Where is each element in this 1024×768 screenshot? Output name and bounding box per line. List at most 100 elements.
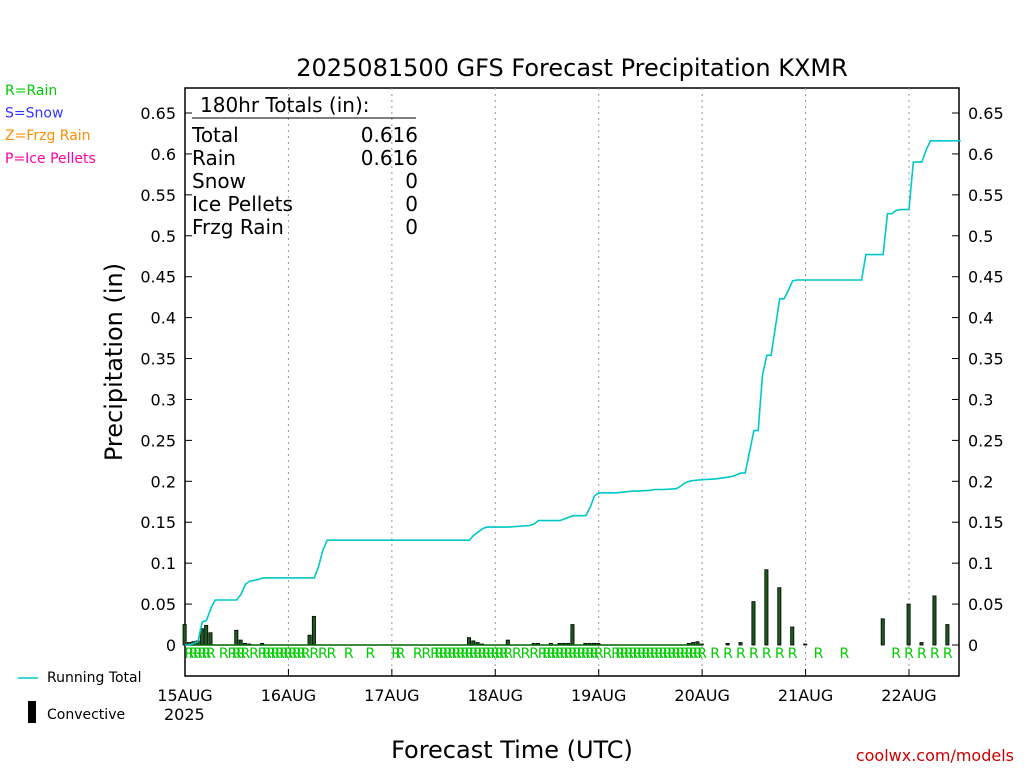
y-tick-label: 0.55 (968, 186, 1004, 205)
x-axis: 15AUG 16AUG 17AUG 18AUG 19AUG 20AUG 21AUG 22AUG (157, 669, 937, 705)
rain-mark: R (271, 646, 281, 662)
rain-mark: R (456, 646, 466, 662)
rain-mark: R (594, 646, 604, 662)
rain-mark: R (344, 646, 354, 662)
rain-mark: R (503, 646, 513, 662)
y-tick-label: 0.25 (140, 431, 176, 450)
legend-label-convective: Convective (47, 707, 125, 723)
rain-mark: R (236, 646, 246, 662)
rain-mark: R (611, 646, 621, 662)
rain-mark: R (202, 646, 212, 662)
rain-mark: R (650, 646, 660, 662)
rain-mark: R (917, 646, 927, 662)
y-tick-label: 0.65 (140, 104, 176, 123)
y-tick-label: 0.55 (140, 186, 176, 205)
rain-mark: R (633, 646, 643, 662)
plot-frame (184, 87, 960, 677)
x-tick-label: 18AUG (468, 686, 523, 705)
rain-mark: R (628, 646, 638, 662)
vertical-gridlines (287, 88, 910, 676)
x-tick-label: 16AUG (261, 686, 316, 705)
y-tick-label: 0.6 (151, 145, 176, 164)
x-tick-label: 17AUG (364, 686, 419, 705)
rain-mark: R (434, 646, 444, 662)
totals-row-value: 0.616 (361, 146, 418, 170)
rain-mark: R (637, 646, 647, 662)
convective-bar (777, 587, 782, 646)
convective-bar (570, 624, 575, 646)
rain-mark: R (499, 646, 509, 662)
y-tick-label: 0.25 (968, 431, 1004, 450)
rain-mark: R (460, 646, 470, 662)
rain-mark: R (930, 646, 940, 662)
rain-mark: R (292, 646, 302, 662)
y-tick-label: 0.2 (151, 472, 176, 491)
rain-mark: R (301, 646, 311, 662)
totals-row-value: 0 (405, 215, 418, 239)
rain-mark: R (206, 646, 216, 662)
rain-mark: R (249, 646, 259, 662)
totals-row-value: 0 (405, 169, 418, 193)
rain-mark: R (943, 646, 953, 662)
convective-bar (880, 618, 885, 646)
convective-bar (764, 569, 769, 646)
rain-mark: R (279, 646, 289, 662)
y-axis-right: 0 0.05 0.1 0.15 0.2 0.25 0.3 0.35 0.4 0.45 0.5 0.55… (952, 104, 1004, 655)
x-tick-label: 19AUG (571, 686, 626, 705)
rain-mark: R (538, 646, 548, 662)
rain-mark: R (443, 646, 453, 662)
totals-row-value: 0 (405, 192, 418, 216)
rain-mark: R (581, 646, 591, 662)
rain-mark: R (473, 646, 483, 662)
rain-mark: R (641, 646, 651, 662)
rain-mark: R (542, 646, 552, 662)
y-tick-label: 0.2 (968, 472, 993, 491)
rain-mark: R (266, 646, 276, 662)
x-axis-label: Forecast Time (UTC) (391, 736, 633, 764)
convective-bar (906, 603, 911, 646)
convective-bar (751, 601, 756, 646)
rain-mark: R (775, 646, 785, 662)
year-label: 2025 (164, 705, 205, 724)
rain-mark: R (439, 646, 449, 662)
rain-mark: R (275, 646, 285, 662)
legend-entry: R=Rain (5, 83, 57, 99)
rain-mark: R (318, 646, 328, 662)
rain-mark: R (689, 646, 699, 662)
convective-bar (311, 615, 316, 646)
rain-mark: R (723, 646, 733, 662)
convective-bar (932, 595, 937, 646)
rain-mark: R (624, 646, 634, 662)
y-tick-label: 0.3 (968, 390, 993, 409)
rain-mark: R (258, 646, 268, 662)
rain-mark: R (568, 646, 578, 662)
convective-bar (803, 643, 808, 646)
y-tick-label: 0.4 (151, 309, 176, 328)
rain-mark: R (620, 646, 630, 662)
rain-mark: R (284, 646, 294, 662)
rain-mark: R (667, 646, 677, 662)
rain-mark: R (788, 646, 798, 662)
rain-mark: R (615, 646, 625, 662)
rain-mark: R (327, 646, 337, 662)
chart-title: 2025081500 GFS Forecast Precipitation KX… (296, 54, 848, 82)
totals-row-label: Snow (192, 169, 246, 193)
rain-mark: R (585, 646, 595, 662)
rain-mark: R (512, 646, 522, 662)
y-tick-label: 0 (968, 636, 978, 655)
rain-mark: R (646, 646, 656, 662)
rain-mark: R (391, 646, 401, 662)
rain-mark: R (736, 646, 746, 662)
y-tick-label: 0.15 (968, 513, 1004, 532)
y-tick-label: 0.1 (968, 554, 993, 573)
y-tick-label: 0.45 (968, 268, 1004, 287)
rain-mark: R (219, 646, 229, 662)
rain-mark: R (904, 646, 914, 662)
rain-mark: R (564, 646, 574, 662)
rain-mark: R (309, 646, 319, 662)
convective-bar (919, 642, 924, 646)
x-tick-label: 22AUG (881, 686, 936, 705)
convective-bars (182, 569, 950, 646)
legend-swatch-convective (28, 701, 36, 723)
